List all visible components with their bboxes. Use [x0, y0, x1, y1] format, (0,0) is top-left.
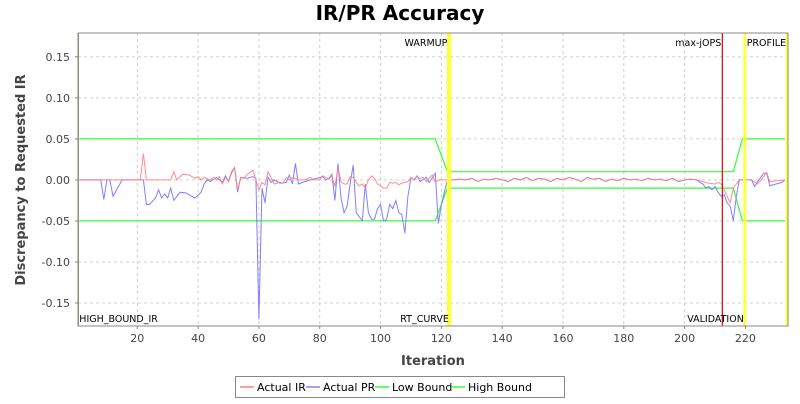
- x-tick-label: 200: [674, 332, 695, 345]
- legend-label: High Bound: [468, 381, 532, 394]
- x-tick-label: 120: [431, 332, 452, 345]
- series-line-low-bound: [79, 187, 785, 222]
- y-tick-label: 0.15: [46, 51, 71, 64]
- legend: Actual IR Actual PR Low Bound High Bound: [235, 376, 565, 398]
- y-tick-label: 0.00: [46, 174, 71, 187]
- x-tick-label: 220: [735, 332, 756, 345]
- marker-label: max-jOPS: [675, 38, 721, 49]
- marker-label: VALIDATION: [687, 314, 744, 325]
- x-tick-label: 100: [370, 332, 391, 345]
- legend-label: Actual PR: [323, 381, 376, 394]
- x-tick-label: 160: [552, 332, 573, 345]
- plot-border: [77, 32, 789, 327]
- x-tick-label: 80: [313, 332, 327, 345]
- marker-label: RT_CURVE: [400, 314, 449, 325]
- chart-title: IR/PR Accuracy: [316, 1, 485, 25]
- marker-label: HIGH_BOUND_IR: [79, 314, 158, 325]
- legend-label: Low Bound: [392, 381, 452, 394]
- y-tick-label: -0.05: [42, 215, 70, 228]
- y-tick-label: -0.10: [42, 256, 70, 269]
- x-tick-label: 40: [191, 332, 205, 345]
- x-axis-label: Iteration: [401, 354, 465, 369]
- y-tick-label: -0.15: [42, 297, 70, 310]
- y-tick-label: 0.10: [46, 92, 71, 105]
- y-axis-label: Discrepancy to Requested IR: [14, 74, 29, 285]
- y-tick-label: 0.05: [46, 133, 71, 146]
- x-tick-label: 20: [130, 332, 144, 345]
- x-tick-label: 180: [613, 332, 634, 345]
- x-tick-label: 60: [252, 332, 266, 345]
- series-line-high-bound: [79, 138, 785, 173]
- series-line-actual-ir: [79, 153, 786, 205]
- x-tick-label: 140: [492, 332, 513, 345]
- marker-label: PROFILE: [747, 38, 786, 49]
- legend-label: Actual IR: [257, 381, 306, 394]
- legend-box: [235, 376, 565, 398]
- plot-area: 20 40 60 80 100 120 140 160 180 200 220 -0.15 -0.10 -…: [42, 32, 789, 345]
- marker-label: WARMUP: [404, 38, 447, 49]
